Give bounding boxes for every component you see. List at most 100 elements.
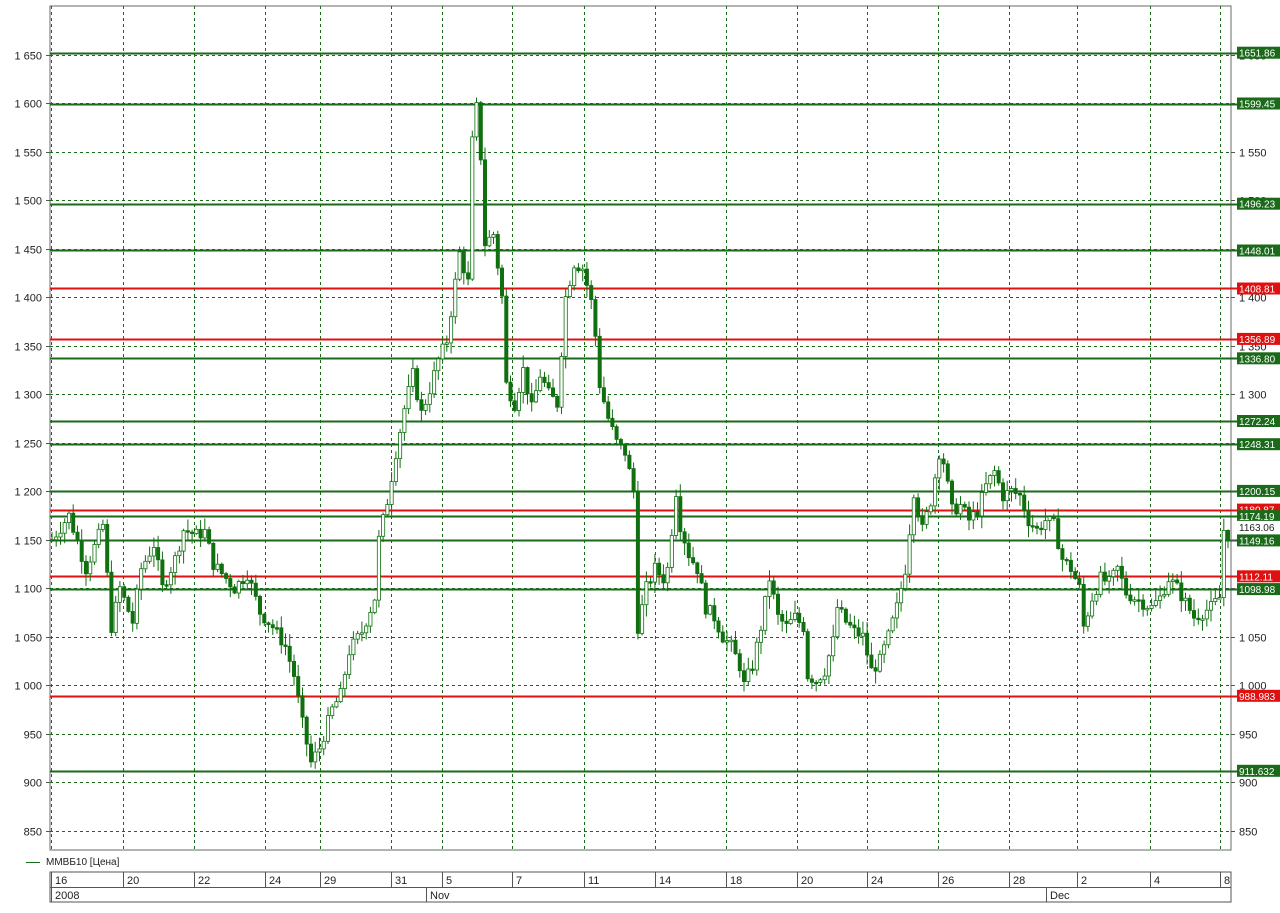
candle-body: [831, 636, 836, 657]
candle: [113, 595, 118, 637]
candle-body: [584, 268, 589, 286]
candle-body: [1094, 594, 1099, 602]
candle-body: [253, 582, 258, 597]
candle: [449, 311, 454, 354]
candle: [903, 564, 908, 592]
candle-body: [886, 630, 891, 646]
candle-body: [521, 367, 526, 393]
candle-body: [228, 578, 233, 588]
candle-body: [139, 568, 144, 590]
candle-body: [945, 463, 950, 482]
candle-body: [147, 555, 152, 562]
candle: [1047, 515, 1052, 532]
candle: [257, 594, 262, 626]
candle: [962, 501, 967, 511]
level-label: 1163.06: [1239, 523, 1275, 534]
candle: [818, 678, 823, 686]
candle: [504, 289, 509, 385]
candle-body: [576, 267, 581, 272]
candle: [1085, 612, 1090, 632]
candle: [750, 660, 755, 675]
candle-body: [1179, 582, 1184, 602]
candle: [682, 528, 687, 555]
y-tick-label: 1 500: [14, 196, 42, 208]
candle-body: [262, 613, 267, 624]
candle-body: [937, 458, 942, 479]
candle-body: [860, 632, 865, 637]
candle: [733, 631, 738, 655]
x-period-label: 2008: [55, 890, 79, 902]
candle-body: [869, 654, 874, 669]
candle-body: [767, 580, 772, 597]
candle: [742, 662, 747, 692]
candle-body: [988, 475, 993, 485]
candle: [240, 575, 245, 590]
level-label: 1496.23: [1239, 200, 1276, 211]
level-label: 1336.80: [1239, 354, 1276, 365]
candle: [62, 518, 67, 544]
candle: [589, 280, 594, 310]
candle-body: [376, 535, 381, 601]
candle: [941, 453, 946, 473]
candle-body: [699, 573, 704, 584]
candle-body: [84, 561, 89, 575]
candle: [1136, 588, 1141, 613]
candle: [338, 681, 343, 704]
candle: [105, 519, 110, 578]
y-tick-label-right: 1 400: [1239, 293, 1267, 305]
candle-body: [1056, 518, 1061, 549]
candle: [274, 620, 279, 634]
candle-body: [156, 547, 161, 561]
candle-body: [725, 640, 730, 643]
candle: [597, 328, 602, 394]
candle: [614, 424, 619, 446]
x-day-label: 4: [1154, 875, 1160, 887]
candle: [1051, 513, 1056, 521]
candle-body: [168, 572, 173, 586]
level-label-bg: [1237, 503, 1280, 516]
candle-body: [538, 376, 543, 392]
candle: [1209, 590, 1214, 622]
candle-body: [563, 296, 568, 357]
candle: [1158, 585, 1163, 609]
candle-body: [194, 528, 199, 534]
candle: [657, 557, 662, 585]
candle-body: [287, 645, 292, 662]
level-label: 1599.45: [1239, 100, 1276, 111]
candle: [156, 535, 161, 571]
candle: [780, 610, 785, 632]
candle-body: [419, 399, 424, 411]
candle: [933, 473, 938, 514]
candle-body: [1026, 510, 1031, 527]
candle: [572, 265, 577, 291]
candle: [945, 460, 950, 484]
candle-body: [852, 624, 857, 629]
x-day-label: 5: [446, 875, 452, 887]
candle: [852, 615, 857, 639]
candle-body: [58, 532, 63, 538]
candle: [427, 382, 432, 413]
candle: [190, 529, 195, 544]
candle-body: [67, 512, 72, 524]
candle-body: [177, 550, 182, 557]
candle-body: [402, 408, 407, 433]
candle: [648, 577, 653, 588]
candle: [937, 455, 942, 490]
candle: [534, 379, 539, 404]
candle: [644, 571, 649, 617]
candle-body: [1141, 599, 1146, 610]
candle: [805, 628, 810, 682]
candle: [71, 504, 76, 536]
candle: [1170, 573, 1175, 594]
candle-body: [215, 563, 220, 570]
level-label: 1248.31: [1239, 440, 1276, 451]
candle: [122, 584, 127, 601]
candle: [499, 264, 504, 304]
candle: [674, 489, 679, 540]
candle-body: [164, 584, 169, 587]
candle: [1090, 592, 1095, 619]
candle: [771, 577, 776, 600]
candle-body: [826, 655, 831, 677]
candle: [398, 428, 403, 469]
